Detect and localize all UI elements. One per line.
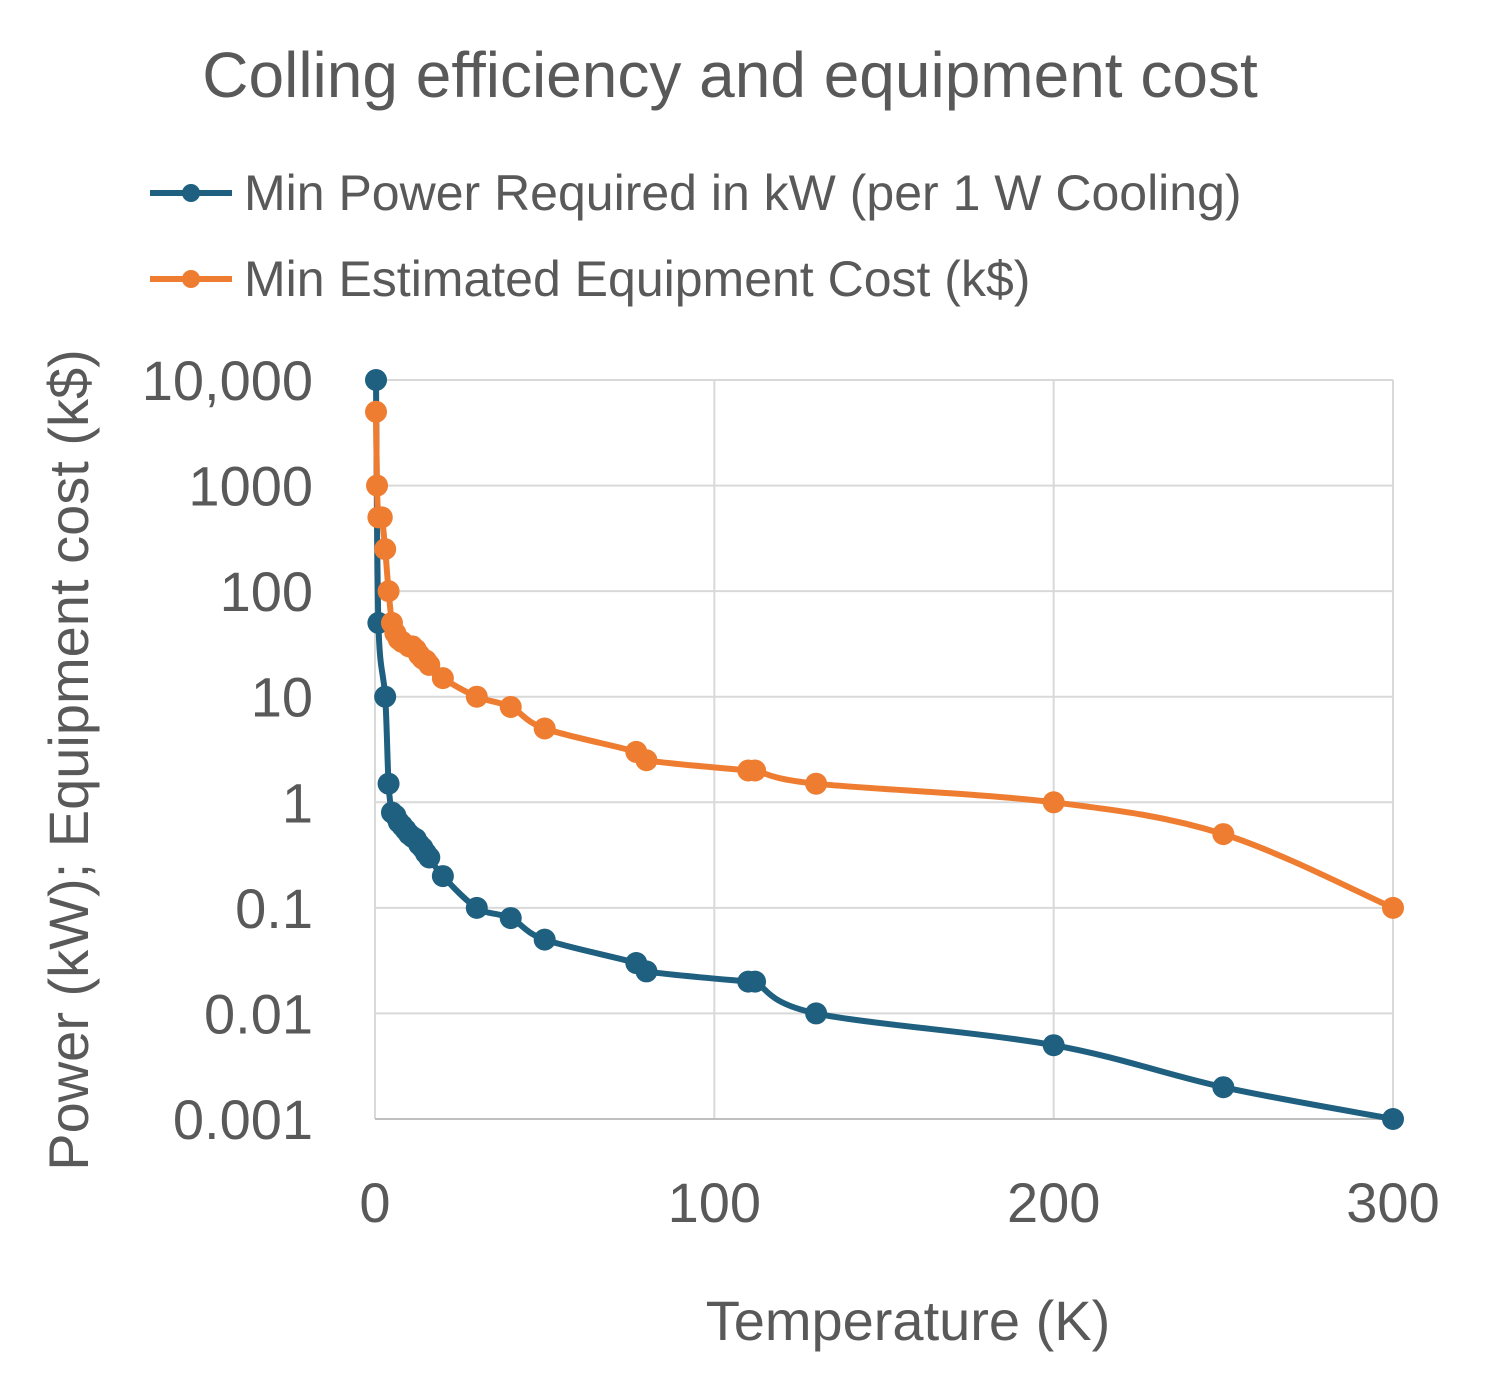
y-tick-label: 0.01 xyxy=(204,982,313,1045)
x-axis-label: Temperature (K) xyxy=(706,1289,1111,1352)
data-point-power xyxy=(465,896,488,919)
gridlines xyxy=(374,379,1394,1120)
series-layer xyxy=(365,369,1404,1130)
legend-swatch-cost xyxy=(150,270,232,288)
legend-marker-cost xyxy=(182,270,200,288)
data-point-cost xyxy=(365,400,388,423)
data-point-cost xyxy=(805,772,828,795)
data-point-power xyxy=(1212,1076,1235,1099)
x-tick-label: 0 xyxy=(359,1171,390,1234)
data-point-power xyxy=(533,928,556,951)
legend: Min Power Required in kW (per 1 W Coolin… xyxy=(148,150,1242,322)
legend-swatch-power xyxy=(150,184,232,202)
data-point-power xyxy=(1382,1108,1404,1130)
y-tick-label: 1 xyxy=(282,771,313,834)
y-tick-label: 100 xyxy=(220,560,313,623)
y-tick-label: 10,000 xyxy=(142,349,313,412)
tick-labels: 10,000 1000 100 10 1 0.1 0.01 0.001 0 100 200 300 xyxy=(142,349,1440,1234)
data-point-power xyxy=(418,846,441,869)
data-point-power xyxy=(365,369,388,391)
legend-item-cost: Min Estimated Equipment Cost (k$) xyxy=(148,236,1242,322)
data-point-cost xyxy=(431,667,454,690)
series-line-power xyxy=(373,379,1394,1122)
y-tick-label: 0.1 xyxy=(235,877,313,940)
y-axis-label: Power (kW); Equipment cost (k$) xyxy=(37,349,100,1171)
chart-title: Colling efficiency and equipment cost xyxy=(202,39,1258,111)
data-point-cost xyxy=(465,685,488,708)
series-power xyxy=(365,369,1404,1130)
data-point-cost xyxy=(370,506,393,529)
data-point-cost xyxy=(1212,823,1235,846)
data-point-cost xyxy=(635,749,658,772)
data-point-power xyxy=(744,970,767,993)
series-cost xyxy=(365,400,1404,919)
legend-label-power: Min Power Required in kW (per 1 W Coolin… xyxy=(244,165,1242,221)
data-point-power xyxy=(499,907,522,930)
x-tick-label: 200 xyxy=(1007,1171,1100,1234)
data-point-cost xyxy=(499,695,522,718)
legend-item-power: Min Power Required in kW (per 1 W Coolin… xyxy=(148,150,1242,236)
data-point-power xyxy=(805,1002,828,1025)
y-tick-label: 1000 xyxy=(188,455,313,518)
x-tick-label: 300 xyxy=(1346,1171,1439,1234)
data-point-cost xyxy=(533,717,556,740)
data-point-power xyxy=(635,960,658,983)
data-point-power xyxy=(431,865,454,888)
data-point-power xyxy=(374,685,397,708)
data-point-cost xyxy=(1382,896,1404,919)
data-point-cost xyxy=(1042,791,1065,814)
y-tick-label: 0.001 xyxy=(173,1088,313,1151)
data-point-cost xyxy=(377,580,400,603)
legend-marker-power xyxy=(182,184,200,202)
data-point-cost xyxy=(744,759,767,782)
data-point-cost xyxy=(418,653,441,676)
data-point-power xyxy=(1042,1034,1065,1057)
data-point-cost xyxy=(374,538,397,561)
y-tick-label: 10 xyxy=(251,666,313,729)
data-point-cost xyxy=(366,474,389,497)
x-tick-label: 100 xyxy=(668,1171,761,1234)
data-point-power xyxy=(377,772,400,795)
legend-label-cost: Min Estimated Equipment Cost (k$) xyxy=(244,251,1031,307)
